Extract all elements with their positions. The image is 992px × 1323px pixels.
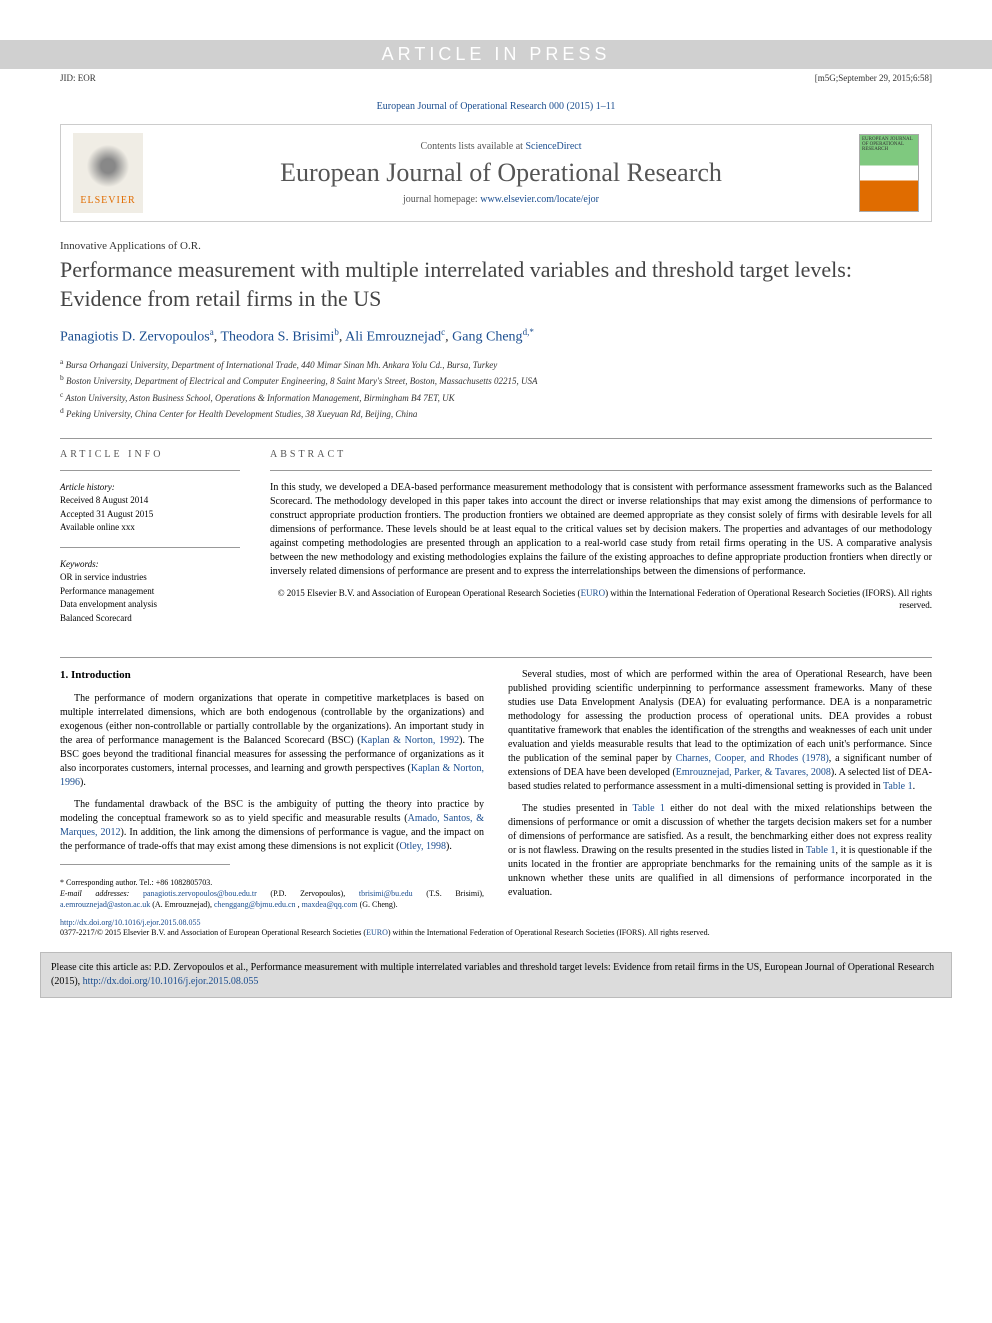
author-link[interactable]: Ali Emrouznejad (345, 330, 441, 345)
journal-title: European Journal of Operational Research (155, 158, 847, 188)
authors-line: Panagiotis D. Zervopoulosa, Theodora S. … (60, 327, 932, 346)
article-history: Article history: Received 8 August 2014A… (60, 481, 240, 535)
author-affil-marker: b (334, 327, 339, 337)
email-link[interactable]: panagiotis.zervopoulos@bou.edu.tr (143, 889, 257, 898)
abstract-head: ABSTRACT (270, 449, 932, 460)
affiliations: a Bursa Orhangazi University, Department… (60, 356, 932, 422)
email-link[interactable]: tbrisimi@bu.edu (359, 889, 413, 898)
email-label: E-mail addresses: (60, 889, 143, 898)
homepage-line: journal homepage: www.elsevier.com/locat… (155, 194, 847, 205)
body-columns: 1. Introduction The performance of moder… (60, 668, 932, 910)
euro-link-bottom[interactable]: EURO (366, 928, 388, 937)
divider (60, 438, 932, 439)
abstract: ABSTRACT In this study, we developed a D… (270, 449, 932, 638)
journal-cover-thumbnail: EUROPEAN JOURNAL OF OPERATIONAL RESEARCH (859, 134, 919, 212)
keyword-item: Performance management (60, 585, 240, 599)
abstract-text: In this study, we developed a DEA-based … (270, 481, 932, 579)
author-link[interactable]: Theodora S. Brisimi (220, 330, 334, 345)
article-info-head: ARTICLE INFO (60, 449, 240, 460)
citation-link[interactable]: Emrouznejad, Parker, & Tavares, 2008 (676, 767, 831, 778)
section-1-title: 1. Introduction (60, 668, 484, 683)
keyword-item: Data envelopment analysis (60, 598, 240, 612)
contents-line: Contents lists available at ScienceDirec… (155, 141, 847, 152)
divider (60, 547, 240, 548)
divider (60, 657, 932, 658)
footnotes: * Corresponding author. Tel.: +86 108280… (60, 877, 484, 911)
affiliation-line: b Boston University, Department of Elect… (60, 372, 932, 389)
journal-header-box: ELSEVIER Contents lists available at Sci… (60, 124, 932, 222)
citation-link[interactable]: Table 1 (883, 781, 913, 792)
sciencedirect-link[interactable]: ScienceDirect (525, 141, 581, 152)
divider (60, 864, 230, 865)
top-metadata: JID: EOR [m5G;September 29, 2015;6:58] (60, 69, 932, 93)
body-paragraph: Several studies, most of which are perfo… (508, 668, 932, 794)
keywords: Keywords: OR in service industriesPerfor… (60, 558, 240, 626)
article-title: Performance measurement with multiple in… (60, 256, 932, 313)
copyright-prefix: © 2015 Elsevier B.V. and Association of … (278, 588, 581, 598)
citation-link[interactable]: Amado, Santos, & Marques, 2012 (60, 813, 484, 838)
article-in-press-banner: ARTICLE IN PRESS (0, 40, 992, 69)
homepage-link[interactable]: www.elsevier.com/locate/ejor (480, 194, 599, 205)
elsevier-tree-icon (83, 141, 133, 191)
email-link[interactable]: a.emrouznejad@aston.ac.uk (60, 900, 150, 909)
bottom-copyright: 0377-2217/© 2015 Elsevier B.V. and Assoc… (60, 927, 932, 938)
author-affil-marker: c (441, 327, 445, 337)
contents-prefix: Contents lists available at (420, 141, 525, 152)
euro-link[interactable]: EURO (581, 588, 606, 598)
issn-suffix: ) within the International Federation of… (388, 928, 710, 937)
journal-reference: European Journal of Operational Research… (60, 101, 932, 112)
citation-link[interactable]: Charnes, Cooper, and Rhodes (1978) (676, 753, 829, 764)
affiliation-line: a Bursa Orhangazi University, Department… (60, 356, 932, 373)
email-addresses: E-mail addresses: panagiotis.zervopoulos… (60, 888, 484, 910)
abstract-copyright: © 2015 Elsevier B.V. and Association of … (270, 587, 932, 612)
history-item: Available online xxx (60, 521, 240, 535)
cite-doi-link[interactable]: http://dx.doi.org/10.1016/j.ejor.2015.08… (83, 976, 259, 987)
email-link[interactable]: maxdea@qq.com (302, 900, 358, 909)
build-stamp: [m5G;September 29, 2015;6:58] (815, 73, 932, 83)
citation-link[interactable]: Kaplan & Norton, 1996 (60, 763, 484, 788)
history-item: Received 8 August 2014 (60, 494, 240, 508)
homepage-prefix: journal homepage: (403, 194, 480, 205)
copyright-suffix: ) within the International Federation of… (605, 588, 932, 611)
corresponding-author: * Corresponding author. Tel.: +86 108280… (60, 877, 484, 888)
left-column: 1. Introduction The performance of moder… (60, 668, 484, 910)
citation-link[interactable]: Table 1 (633, 803, 665, 814)
keyword-item: Balanced Scorecard (60, 612, 240, 626)
right-column: Several studies, most of which are perfo… (508, 668, 932, 910)
section-label: Innovative Applications of O.R. (60, 240, 932, 252)
citation-link[interactable]: Otley, 1998 (399, 841, 446, 852)
citation-box: Please cite this article as: P.D. Zervop… (40, 952, 952, 998)
author-link[interactable]: Panagiotis D. Zervopoulos (60, 330, 210, 345)
history-item: Accepted 31 August 2015 (60, 508, 240, 522)
body-paragraph: The studies presented in Table 1 either … (508, 802, 932, 900)
citation-link[interactable]: Kaplan & Norton, 1992 (361, 735, 460, 746)
body-paragraph: The performance of modern organizations … (60, 692, 484, 790)
citation-link[interactable]: Table 1 (806, 845, 836, 856)
author-affil-marker: d,* (523, 327, 534, 337)
doi-link[interactable]: http://dx.doi.org/10.1016/j.ejor.2015.08… (60, 918, 201, 927)
author-link[interactable]: Gang Cheng (452, 330, 522, 345)
issn-prefix: 0377-2217/© 2015 Elsevier B.V. and Assoc… (60, 928, 366, 937)
email-link[interactable]: chenggang@bjmu.edu.cn (214, 900, 296, 909)
article-info: ARTICLE INFO Article history: Received 8… (60, 449, 240, 638)
affiliation-line: c Aston University, Aston Business Schoo… (60, 389, 932, 406)
header-center: Contents lists available at ScienceDirec… (155, 141, 847, 205)
divider (270, 470, 932, 471)
jid: JID: EOR (60, 73, 96, 83)
keyword-item: OR in service industries (60, 571, 240, 585)
author-affil-marker: a (210, 327, 214, 337)
doi-line: http://dx.doi.org/10.1016/j.ejor.2015.08… (60, 918, 932, 927)
divider (60, 470, 240, 471)
keywords-label: Keywords: (60, 558, 240, 572)
affiliation-line: d Peking University, China Center for He… (60, 405, 932, 422)
history-label: Article history: (60, 481, 240, 495)
body-paragraph: The fundamental drawback of the BSC is t… (60, 798, 484, 854)
elsevier-logo: ELSEVIER (73, 133, 143, 213)
elsevier-label: ELSEVIER (80, 195, 135, 206)
